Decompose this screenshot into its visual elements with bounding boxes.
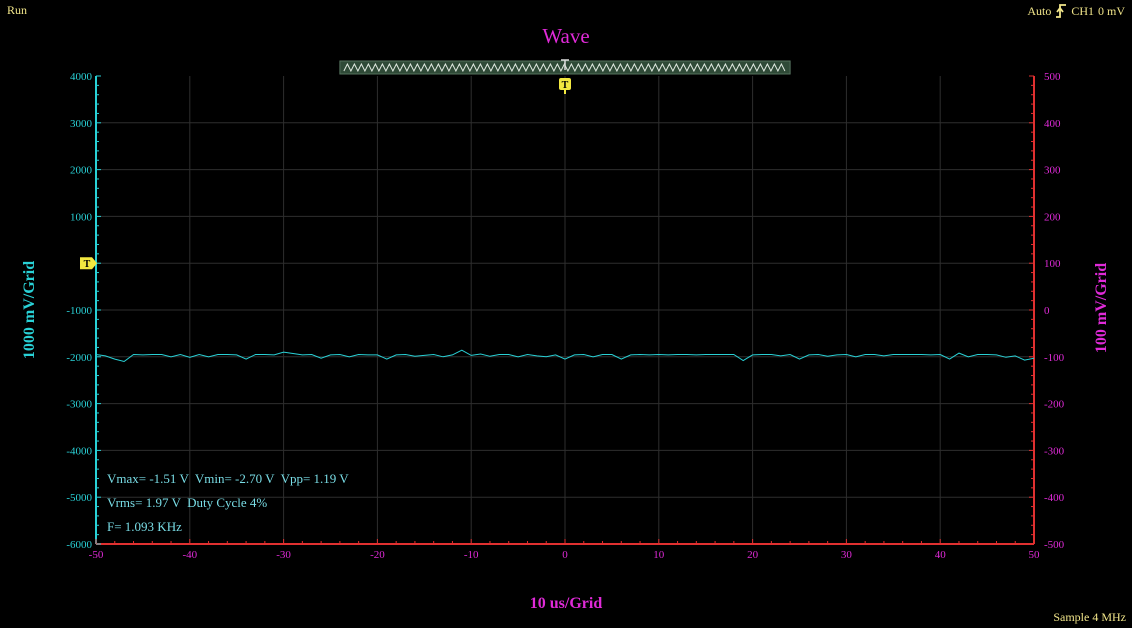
time-scale-label[interactable]: 10 us/Grid <box>529 595 603 612</box>
measurement-panel: Vmax= -1.51 V Vmin= -2.70 V Vpp= 1.19 V … <box>107 467 349 539</box>
ch1-tick-label: 4000 <box>70 71 93 83</box>
time-tick-label: 30 <box>841 549 853 561</box>
wave-title: Wave <box>542 24 590 48</box>
ch2-tick-label: -100 <box>1044 352 1065 364</box>
trigger-status[interactable]: Auto CH1 0 mV <box>1027 3 1125 19</box>
time-tick-label: -50 <box>89 549 104 561</box>
ch1-waveform <box>95 349 1035 363</box>
time-tick-label: 0 <box>562 549 568 561</box>
measurement-vrms-duty: Vrms= 1.97 V Duty Cycle 4% <box>107 495 268 510</box>
run-status[interactable]: Run <box>7 3 28 17</box>
rising-edge-trigger-icon <box>1056 4 1067 18</box>
ch1-tick-label: 1000 <box>70 211 93 223</box>
trigger-position-label: T <box>562 80 569 91</box>
ch1-tick-label: -2000 <box>66 352 92 364</box>
sample-rate[interactable]: Sample 4 MHz <box>1053 610 1126 624</box>
ch1-tick-label: 3000 <box>70 118 93 130</box>
ch1-tick-label: -6000 <box>66 539 92 551</box>
ch2-tick-label: -500 <box>1044 539 1065 551</box>
ch2-tick-label: -200 <box>1044 399 1065 411</box>
measurement-vmax-vmin-vpp: Vmax= -1.51 V Vmin= -2.70 V Vpp= 1.19 V <box>107 471 349 486</box>
ch2-tick-label: 400 <box>1044 118 1061 130</box>
ch1-tick-label: -5000 <box>66 492 92 504</box>
time-tick-label: -10 <box>464 549 479 561</box>
trigger-level-label: T <box>84 259 91 270</box>
ch1-tick-label: -4000 <box>66 445 92 457</box>
ch2-tick-label: 200 <box>1044 211 1061 223</box>
trigger-channel[interactable]: CH1 <box>1071 3 1094 18</box>
trigger-level-marker-icon <box>80 257 97 270</box>
ch2-tick-label: 0 <box>1044 305 1050 317</box>
time-tick-label: 50 <box>1029 549 1041 561</box>
ch1-tick-label: -1000 <box>66 305 92 317</box>
ch2-tick-label: 300 <box>1044 165 1061 177</box>
ch2-tick-label: 100 <box>1044 258 1061 270</box>
ch1-tick-label: -3000 <box>66 399 92 411</box>
trigger-level[interactable]: 0 mV <box>1098 3 1125 18</box>
time-tick-label: -20 <box>370 549 385 561</box>
trigger-position-marker <box>561 59 569 70</box>
time-tick-label: 10 <box>653 549 665 561</box>
ch2-tick-label: 500 <box>1044 71 1061 83</box>
ch1-tick-label: 2000 <box>70 165 93 177</box>
trigger-position-flag-icon <box>559 78 571 90</box>
measurement-frequency: F= 1.093 KHz <box>107 519 182 534</box>
ch2-tick-label: -400 <box>1044 492 1065 504</box>
trigger-mode[interactable]: Auto <box>1027 3 1052 18</box>
ch2-tick-label: -300 <box>1044 445 1065 457</box>
time-tick-label: -30 <box>276 549 291 561</box>
time-tick-label: 20 <box>747 549 759 561</box>
time-tick-label: 40 <box>935 549 947 561</box>
time-tick-label: -40 <box>182 549 197 561</box>
